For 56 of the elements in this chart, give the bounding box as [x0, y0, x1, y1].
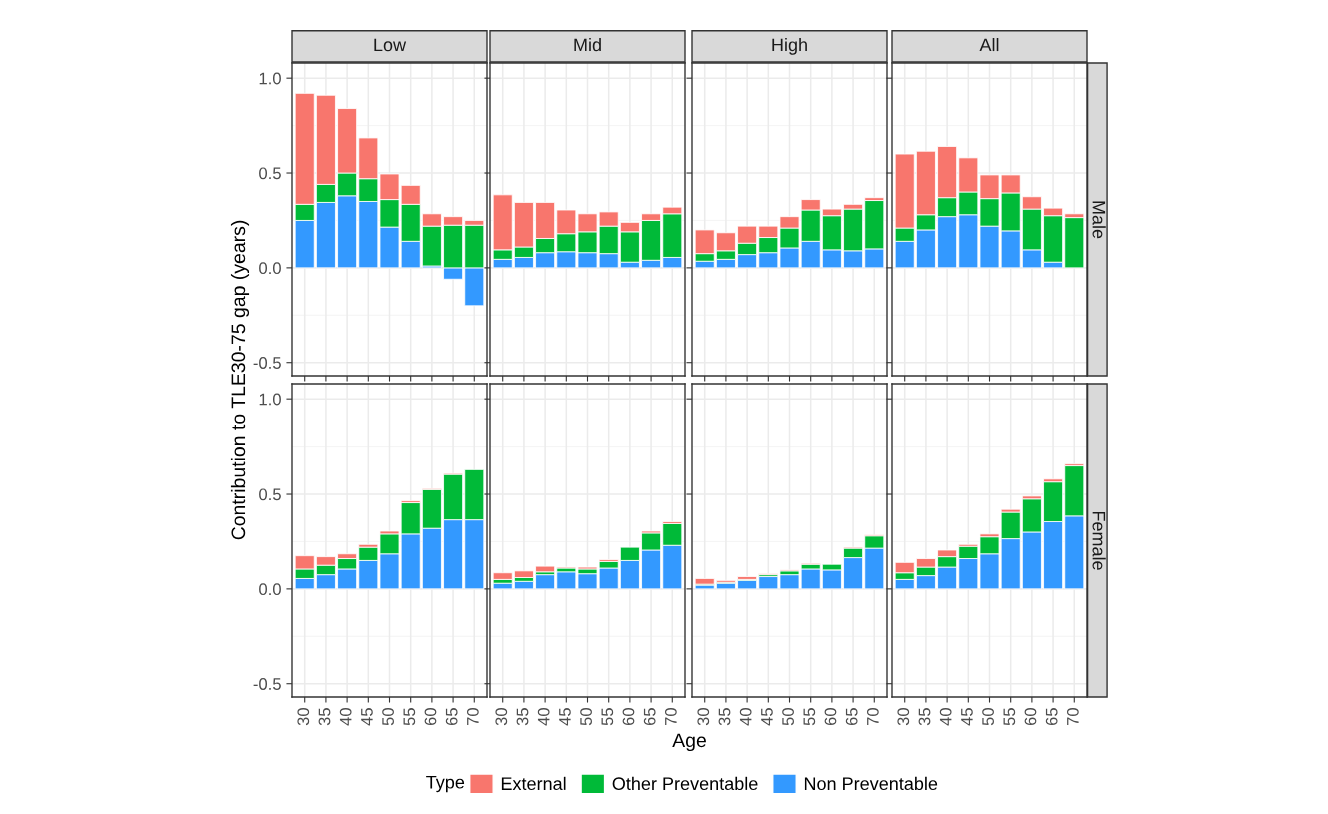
x-tick-label: 70: [866, 708, 879, 726]
x-tick-label: 55: [803, 708, 816, 726]
x-tick-label: 55: [403, 708, 416, 726]
x-tick-label: 50: [580, 708, 592, 726]
x-tick-label: 35: [318, 708, 331, 726]
legend-label: Non Preventable: [804, 776, 938, 791]
x-tick-label: 70: [466, 708, 479, 726]
x-tick-label: 35: [718, 708, 731, 726]
chart-title: Low: [374, 38, 407, 52]
x-tick-label: 60: [622, 708, 635, 726]
x-tick-label: 50: [982, 708, 994, 726]
chart-title: All: [979, 38, 999, 52]
x-tick-label: 70: [664, 708, 677, 726]
x-tick-label: 45: [559, 708, 571, 726]
legend-title: Type: [426, 775, 465, 793]
y-tick-label: 1.0: [259, 72, 281, 85]
y2-axis-title: Male: [1092, 201, 1106, 239]
x-tick-label: 60: [1024, 708, 1037, 726]
x-tick-label: 40: [339, 708, 352, 726]
x-tick-label: 30: [495, 708, 508, 726]
y-tick-label: 0.5: [259, 488, 281, 501]
x-tick-label: 65: [445, 708, 458, 726]
x-tick-label: 45: [761, 708, 773, 726]
x-tick-label: 30: [297, 708, 310, 726]
x-tick-label: 50: [782, 708, 794, 726]
x-tick-label: 35: [516, 708, 529, 726]
x-tick-label: 60: [424, 708, 437, 726]
x-tick-label: 65: [845, 708, 858, 726]
y-tick-label: -0.5: [253, 357, 281, 369]
x-tick-label: 40: [537, 708, 550, 726]
x-tick-label: 55: [1003, 708, 1016, 726]
y-tick-label: 0.5: [259, 167, 281, 180]
x-tick-label: 50: [382, 708, 394, 726]
chart-title: Mid: [574, 38, 601, 52]
x-tick-label: 60: [824, 708, 837, 726]
x-tick-label: 40: [939, 708, 952, 726]
x-tick-label: 35: [918, 708, 931, 726]
x-tick-label: 40: [739, 708, 752, 726]
x-tick-label: 45: [961, 708, 973, 726]
y-axis-title: Contribution to TLE30-75 gap (years): [230, 220, 250, 540]
chart-title: High: [772, 38, 807, 55]
y-tick-label: 1.0: [259, 393, 281, 406]
x-tick-label: 30: [697, 708, 710, 726]
legend-label: External: [501, 776, 566, 791]
x-tick-label: 55: [601, 708, 614, 726]
y-tick-label: 0.0: [259, 583, 281, 596]
y-tick-label: 0.0: [259, 262, 281, 275]
x-tick-label: 65: [1045, 708, 1058, 726]
legend-label: Other Preventable: [612, 776, 758, 791]
x-tick-label: 65: [643, 708, 656, 726]
x-tick-label: 45: [361, 708, 373, 726]
y-tick-label: -0.5: [253, 678, 281, 690]
x-tick-label: 30: [897, 708, 910, 726]
y2-axis-title: Female: [1092, 511, 1106, 570]
x-tick-label: 70: [1066, 708, 1079, 726]
x-axis-title: Age: [672, 733, 706, 752]
